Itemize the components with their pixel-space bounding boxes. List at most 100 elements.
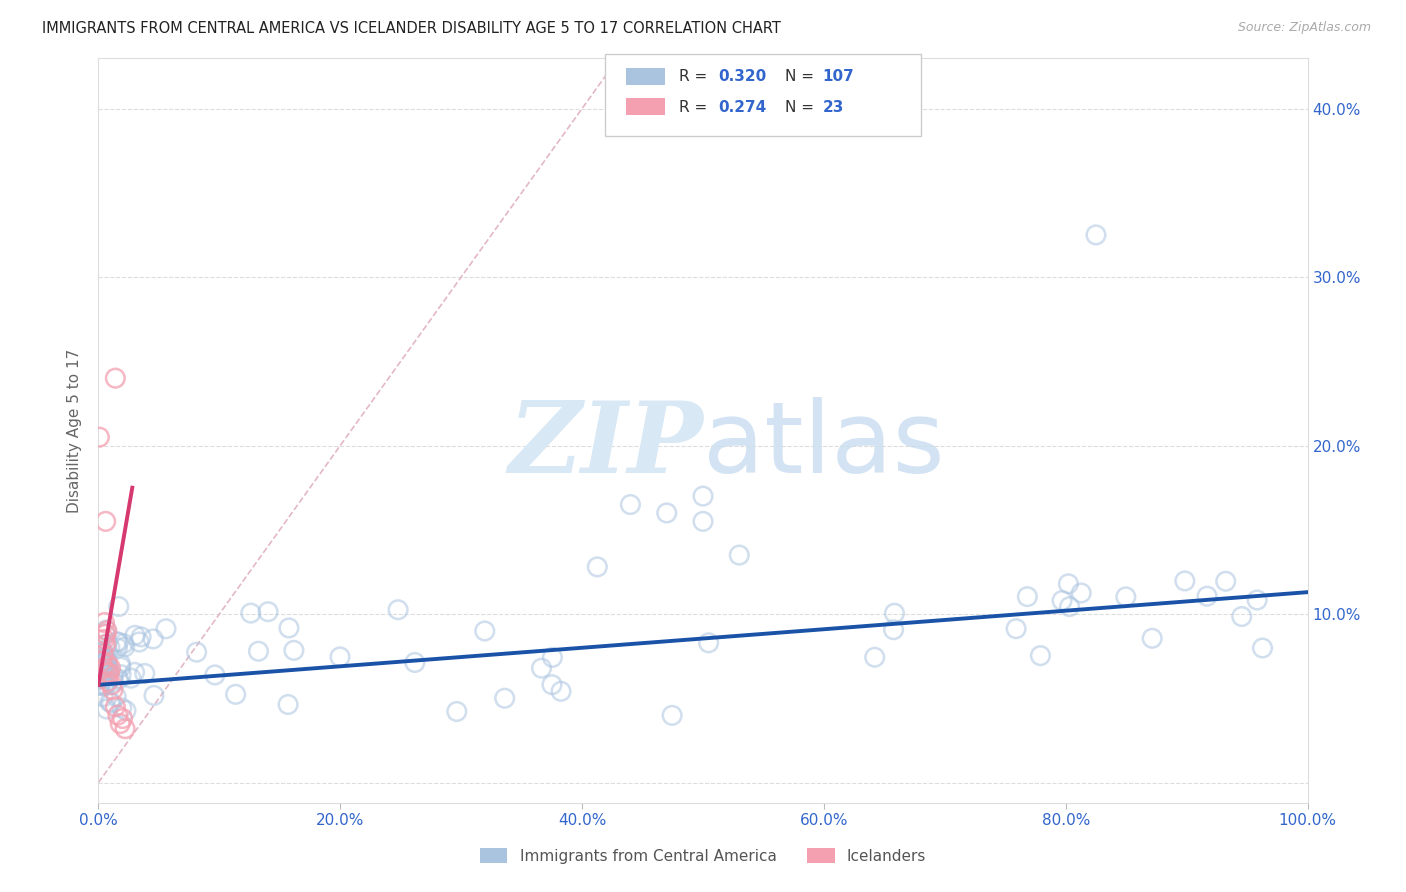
Point <box>90 660 112 674</box>
Point <box>387 603 409 617</box>
Point <box>89 678 111 692</box>
Text: 107: 107 <box>823 70 855 84</box>
Point <box>278 621 301 635</box>
Point <box>247 644 270 658</box>
Point <box>89 664 111 678</box>
Point <box>107 708 129 723</box>
Point <box>692 489 714 503</box>
Point <box>96 653 118 667</box>
Point <box>91 665 114 680</box>
Point <box>110 657 132 671</box>
Point <box>89 647 111 661</box>
Point <box>93 672 115 686</box>
Point <box>91 648 114 662</box>
Point <box>91 690 114 704</box>
Point <box>107 672 129 686</box>
Point <box>94 637 117 651</box>
Point <box>124 628 146 642</box>
Point <box>90 646 112 660</box>
Point <box>112 636 135 650</box>
Point <box>105 690 128 704</box>
Point <box>883 623 905 637</box>
Point <box>89 662 111 676</box>
Point <box>115 704 138 718</box>
Point <box>96 702 118 716</box>
Point <box>98 640 121 654</box>
Point <box>100 696 122 710</box>
Point <box>697 636 720 650</box>
Point <box>96 624 118 638</box>
Point <box>107 635 129 649</box>
Point <box>586 560 609 574</box>
Point <box>89 673 111 687</box>
Point <box>103 669 125 683</box>
Point <box>541 678 564 692</box>
Point <box>1197 589 1219 603</box>
Point <box>96 653 118 667</box>
Point <box>94 654 117 668</box>
Point <box>93 657 115 672</box>
Text: N =: N = <box>785 100 818 114</box>
Point <box>93 661 115 675</box>
Point <box>204 668 226 682</box>
Point <box>93 679 115 693</box>
Point <box>550 684 572 698</box>
Point <box>98 665 121 679</box>
Point <box>1017 590 1039 604</box>
Point <box>114 640 136 654</box>
Point <box>105 634 128 648</box>
Point <box>863 650 886 665</box>
Point <box>494 691 516 706</box>
Point <box>91 661 114 675</box>
Point <box>239 606 262 620</box>
Text: N =: N = <box>785 70 818 84</box>
Point <box>91 669 114 683</box>
Point <box>257 605 280 619</box>
Point <box>120 671 142 685</box>
Point <box>277 698 299 712</box>
Point <box>225 687 247 701</box>
Text: 23: 23 <box>823 100 844 114</box>
Point <box>89 658 111 673</box>
Point <box>89 678 111 692</box>
Point <box>728 548 751 562</box>
Point <box>541 650 564 665</box>
Point <box>329 649 352 664</box>
Point <box>129 630 152 644</box>
Text: R =: R = <box>679 100 713 114</box>
Point <box>1246 593 1268 607</box>
Point <box>1050 593 1073 607</box>
Point <box>97 657 120 672</box>
Point <box>104 371 127 385</box>
Point <box>93 666 115 681</box>
Point <box>1251 640 1274 655</box>
Point <box>94 627 117 641</box>
Point <box>110 667 132 681</box>
Point <box>97 674 120 689</box>
Point <box>89 664 111 678</box>
Y-axis label: Disability Age 5 to 17: Disability Age 5 to 17 <box>67 348 83 513</box>
Point <box>114 722 136 736</box>
Point <box>1115 590 1137 604</box>
Point <box>96 659 118 673</box>
Point <box>94 626 117 640</box>
Point <box>90 657 112 671</box>
Point <box>111 701 134 715</box>
Point <box>446 705 468 719</box>
Point <box>155 622 177 636</box>
Point <box>93 646 115 660</box>
Point <box>883 606 905 620</box>
Point <box>96 666 118 681</box>
Point <box>1070 586 1092 600</box>
Point <box>530 661 553 675</box>
Point <box>134 666 156 681</box>
Text: atlas: atlas <box>703 397 945 494</box>
Point <box>1085 227 1108 242</box>
Point <box>1059 599 1081 614</box>
Point <box>619 498 641 512</box>
Text: 0.274: 0.274 <box>718 100 766 114</box>
Point <box>94 515 117 529</box>
Text: Source: ZipAtlas.com: Source: ZipAtlas.com <box>1237 21 1371 34</box>
Point <box>103 675 125 690</box>
Point <box>96 664 118 678</box>
